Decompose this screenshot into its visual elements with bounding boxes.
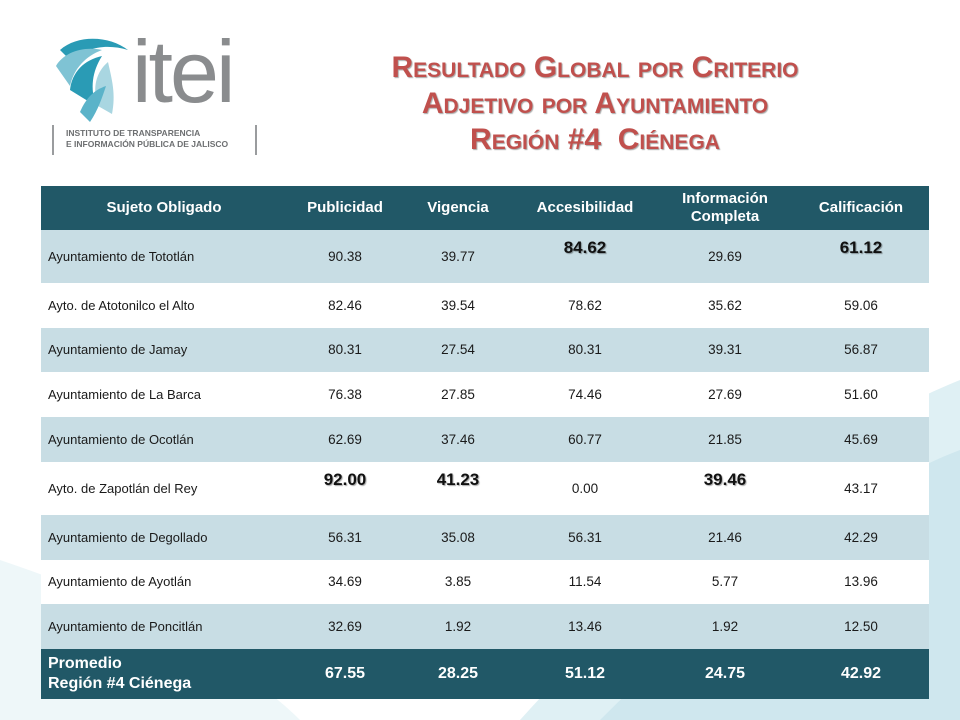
header-informacion-completa: Información Completa — [657, 186, 793, 230]
page-title: Resultado Global por Criterio Adjetivo p… — [330, 50, 860, 158]
average-label: Promedio Región #4 Ciénega — [41, 649, 287, 700]
header-sujeto-obligado: Sujeto Obligado — [41, 186, 287, 230]
cell-vigencia: 39.54 — [403, 282, 513, 328]
table-row: Ayuntamiento de Ocotlán 62.69 37.46 60.7… — [41, 417, 929, 462]
average-label-line1: Promedio — [48, 655, 122, 673]
table-row: Ayuntamiento de Ayotlán 34.69 3.85 11.54… — [41, 559, 929, 605]
cell-accesibilidad: 78.62 — [513, 282, 657, 328]
title-line1: Resultado Global por Criterio — [391, 51, 799, 84]
cell-vigencia: 41.23 — [403, 461, 513, 515]
cell-vigencia: 39.77 — [403, 230, 513, 283]
row-name: Ayuntamiento de Ocotlán — [41, 417, 287, 462]
header-accesibilidad: Accesibilidad — [513, 186, 657, 230]
row-name: Ayuntamiento de Tototlán — [41, 230, 287, 283]
cell-calificacion: 12.50 — [793, 604, 929, 650]
cell-accesibilidad: 84.62 — [513, 230, 657, 283]
cell-accesibilidad: 11.54 — [513, 559, 657, 605]
cell-calificacion: 45.69 — [793, 417, 929, 462]
itei-logo: itei INSTITUTO DE TRANSPARENCIA E INFORM… — [40, 26, 270, 161]
average-publicidad: 67.55 — [287, 649, 403, 700]
cell-publicidad: 90.38 — [287, 230, 403, 283]
cell-vigencia: 37.46 — [403, 417, 513, 462]
cell-accesibilidad: 13.46 — [513, 604, 657, 650]
cell-calificacion: 43.17 — [793, 461, 929, 515]
cell-publicidad: 34.69 — [287, 559, 403, 605]
cell-informacion-completa: 27.69 — [657, 372, 793, 418]
average-label-line2: Región #4 Ciénega — [48, 675, 192, 693]
results-table: Sujeto Obligado Publicidad Vigencia Acce… — [41, 186, 929, 700]
row-name: Ayto. de Atotonilco el Alto — [41, 282, 287, 328]
table-row: Ayuntamiento de La Barca 76.38 27.85 74.… — [41, 372, 929, 418]
header-calificacion: Calificación — [793, 186, 929, 230]
cell-vigencia: 1.92 — [403, 604, 513, 650]
cell-informacion-completa: 21.85 — [657, 417, 793, 462]
header-vigencia: Vigencia — [403, 186, 513, 230]
itei-wordmark: itei — [132, 22, 235, 121]
average-row: Promedio Región #4 Ciénega 67.55 28.25 5… — [41, 649, 929, 700]
cell-accesibilidad: 56.31 — [513, 514, 657, 560]
cell-accesibilidad: 80.31 — [513, 327, 657, 373]
logo-subtitle-line2: E INFORMACIÓN PÚBLICA DE JALISCO — [66, 139, 229, 149]
average-calificacion: 42.92 — [793, 649, 929, 700]
cell-calificacion: 13.96 — [793, 559, 929, 605]
cell-publicidad: 92.00 — [287, 461, 403, 515]
cell-informacion-completa: 35.62 — [657, 282, 793, 328]
cell-publicidad: 56.31 — [287, 514, 403, 560]
cell-vigencia: 27.85 — [403, 372, 513, 418]
table-row: Ayuntamiento de Tototlán 90.38 39.77 84.… — [41, 230, 929, 283]
table-header-row: Sujeto Obligado Publicidad Vigencia Acce… — [41, 186, 929, 230]
cell-vigencia: 27.54 — [403, 327, 513, 373]
row-name: Ayuntamiento de Ayotlán — [41, 559, 287, 605]
itei-logo-mark-icon — [56, 38, 128, 122]
average-informacion-completa: 24.75 — [657, 649, 793, 700]
cell-calificacion: 42.29 — [793, 514, 929, 560]
row-name: Ayuntamiento de La Barca — [41, 372, 287, 418]
cell-informacion-completa: 29.69 — [657, 230, 793, 283]
average-vigencia: 28.25 — [403, 649, 513, 700]
cell-accesibilidad: 74.46 — [513, 372, 657, 418]
row-name: Ayto. de Zapotlán del Rey — [41, 461, 287, 515]
table-row: Ayuntamiento de Degollado 56.31 35.08 56… — [41, 514, 929, 560]
cell-accesibilidad: 0.00 — [513, 461, 657, 515]
cell-informacion-completa: 21.46 — [657, 514, 793, 560]
table-row: Ayto. de Atotonilco el Alto 82.46 39.54 … — [41, 282, 929, 328]
average-accesibilidad: 51.12 — [513, 649, 657, 700]
row-name: Ayuntamiento de Poncitlán — [41, 604, 287, 650]
cell-informacion-completa: 39.31 — [657, 327, 793, 373]
table-row: Ayto. de Zapotlán del Rey 92.00 41.23 0.… — [41, 461, 929, 515]
row-name: Ayuntamiento de Jamay — [41, 327, 287, 373]
cell-publicidad: 62.69 — [287, 417, 403, 462]
title-line2: Adjetivo por Ayuntamiento — [421, 87, 769, 120]
title-line3: Región #4 Ciénega — [470, 123, 720, 156]
cell-accesibilidad: 60.77 — [513, 417, 657, 462]
table-row: Ayuntamiento de Jamay 80.31 27.54 80.31 … — [41, 327, 929, 373]
cell-informacion-completa: 5.77 — [657, 559, 793, 605]
cell-publicidad: 76.38 — [287, 372, 403, 418]
cell-informacion-completa: 1.92 — [657, 604, 793, 650]
row-name: Ayuntamiento de Degollado — [41, 514, 287, 560]
cell-calificacion: 61.12 — [793, 230, 929, 283]
logo-subtitle: INSTITUTO DE TRANSPARENCIA E INFORMACIÓN… — [52, 125, 257, 155]
cell-vigencia: 35.08 — [403, 514, 513, 560]
cell-publicidad: 82.46 — [287, 282, 403, 328]
cell-calificacion: 51.60 — [793, 372, 929, 418]
cell-publicidad: 32.69 — [287, 604, 403, 650]
cell-vigencia: 3.85 — [403, 559, 513, 605]
cell-calificacion: 56.87 — [793, 327, 929, 373]
table-row: Ayuntamiento de Poncitlán 32.69 1.92 13.… — [41, 604, 929, 650]
cell-informacion-completa: 39.46 — [657, 461, 793, 515]
logo-subtitle-line1: INSTITUTO DE TRANSPARENCIA — [66, 128, 201, 138]
cell-publicidad: 80.31 — [287, 327, 403, 373]
cell-calificacion: 59.06 — [793, 282, 929, 328]
header-publicidad: Publicidad — [287, 186, 403, 230]
